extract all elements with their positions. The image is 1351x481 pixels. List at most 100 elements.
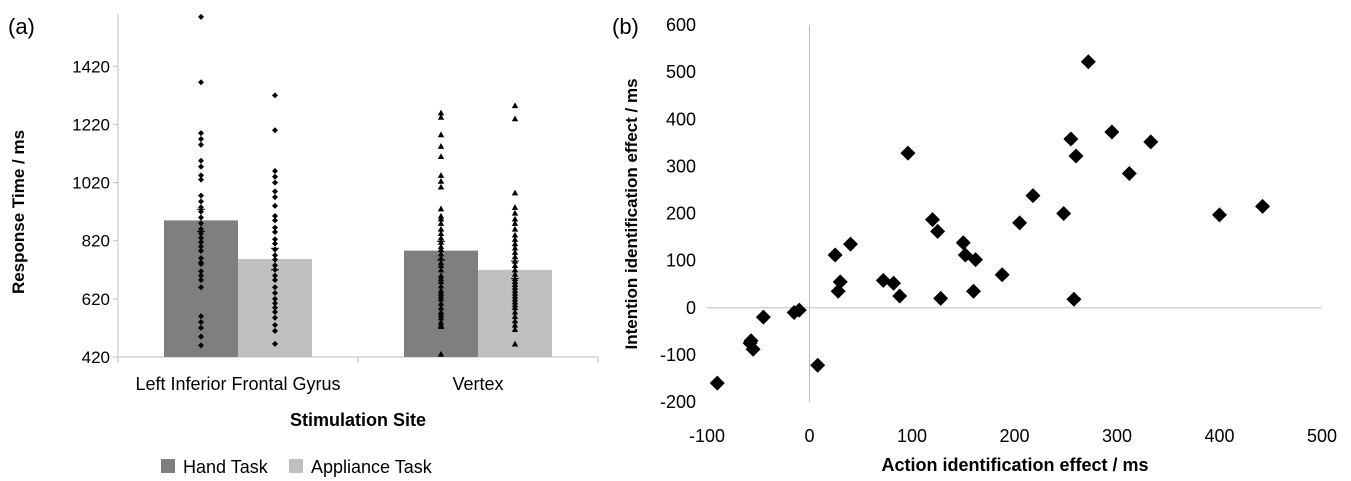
data-point <box>437 259 445 266</box>
data-point <box>272 240 278 247</box>
data-point <box>198 226 204 233</box>
panel-b-x-tick-label: 200 <box>999 426 1029 446</box>
data-point <box>198 135 204 142</box>
panel-b-xticks: -100 0 100 200 300 400 500 <box>689 426 1337 446</box>
data-point <box>511 204 519 210</box>
panel-b-label: (b) <box>612 14 639 39</box>
data-point <box>437 172 445 178</box>
data-point <box>272 224 278 231</box>
data-point <box>511 281 519 287</box>
data-point <box>511 257 519 264</box>
data-point <box>511 340 519 347</box>
data-point <box>198 208 204 215</box>
scatter-point <box>1104 124 1120 140</box>
panel-b-y-tick-label: 100 <box>666 251 696 271</box>
data-point <box>198 243 204 250</box>
data-point <box>272 127 278 134</box>
data-point <box>511 284 519 290</box>
scatter-point <box>933 290 949 306</box>
data-point <box>272 304 278 311</box>
data-point <box>198 260 204 267</box>
data-point <box>198 313 204 320</box>
data-point <box>437 250 445 257</box>
panel-a-xticks: Left Inferior Frontal Gyrus Vertex <box>135 374 503 394</box>
legend-swatch-hand-task <box>161 459 175 473</box>
legend-swatch-appliance-task <box>289 459 303 473</box>
scatter-point <box>968 252 984 268</box>
data-point <box>437 131 445 138</box>
scatter-point <box>1012 215 1028 231</box>
data-point <box>198 79 204 86</box>
data-point <box>511 209 519 216</box>
panel-b-axes <box>707 25 1322 402</box>
data-point <box>437 286 445 293</box>
panel-b-x-tick-label: 0 <box>804 426 814 446</box>
data-point <box>437 272 445 279</box>
data-point <box>272 308 278 315</box>
legend-label-hand-task: Hand Task <box>183 457 269 477</box>
data-point <box>437 225 445 232</box>
data-point <box>511 298 519 305</box>
panel-b-y-tick-label: 0 <box>686 298 696 318</box>
data-point <box>272 266 278 273</box>
panel-b-x-tick-label: 100 <box>897 426 927 446</box>
data-point <box>511 292 519 299</box>
data-point <box>272 262 278 269</box>
data-point <box>272 284 278 291</box>
data-point <box>511 304 519 311</box>
data-point <box>511 313 519 319</box>
panel-a-y-tick-label: 820 <box>82 232 110 251</box>
data-point <box>198 239 204 246</box>
data-point <box>511 326 519 332</box>
data-point <box>437 177 445 184</box>
panel-b-x-tick-label: 300 <box>1102 426 1132 446</box>
data-point <box>511 301 519 308</box>
data-point <box>437 234 445 241</box>
panel-b: (b) Intention identification effect / ms… <box>612 14 1337 475</box>
panel-a-y-tick-label: 420 <box>82 348 110 367</box>
data-point <box>437 300 445 306</box>
data-point <box>272 300 278 307</box>
data-point <box>272 167 278 174</box>
scatter-point <box>892 288 908 304</box>
data-point <box>272 252 278 259</box>
data-point <box>272 213 278 220</box>
scatter-point <box>1121 165 1137 181</box>
data-point <box>272 256 278 263</box>
data-point <box>272 290 278 297</box>
data-point <box>437 308 445 315</box>
data-point <box>437 113 445 120</box>
panel-a: (a) Response Time / ms Stimulation Site … <box>8 13 599 477</box>
panel-a-y-tick-label: 1020 <box>72 174 110 193</box>
panel-a-y-tick-label: 1420 <box>72 57 110 76</box>
data-point <box>511 102 519 109</box>
scatter-point <box>827 247 843 263</box>
scatter-point <box>955 235 971 251</box>
data-point <box>511 225 519 232</box>
data-point <box>272 217 278 224</box>
panel-a-yticks: 420 620 820 1020 1220 1420 <box>72 57 118 367</box>
data-point <box>511 266 519 273</box>
data-point <box>272 194 278 201</box>
data-point <box>198 192 204 199</box>
scatter-point <box>900 145 916 161</box>
data-point <box>198 220 204 227</box>
data-point <box>437 262 445 268</box>
scatter-point <box>1068 148 1084 164</box>
panel-b-y-tick-label: 500 <box>666 62 696 82</box>
data-point <box>437 243 445 250</box>
scatter-point <box>1056 206 1072 221</box>
data-point <box>272 295 278 302</box>
data-point <box>437 350 445 357</box>
data-point <box>437 143 445 149</box>
panel-b-y-tick-label: 300 <box>666 156 696 176</box>
data-point <box>437 246 445 253</box>
scatter-point <box>966 283 981 299</box>
data-point <box>437 304 445 311</box>
data-point <box>198 198 204 205</box>
data-point <box>272 340 278 347</box>
data-point <box>511 249 519 255</box>
data-point <box>198 230 204 237</box>
data-point <box>272 272 278 279</box>
data-point <box>198 276 204 283</box>
